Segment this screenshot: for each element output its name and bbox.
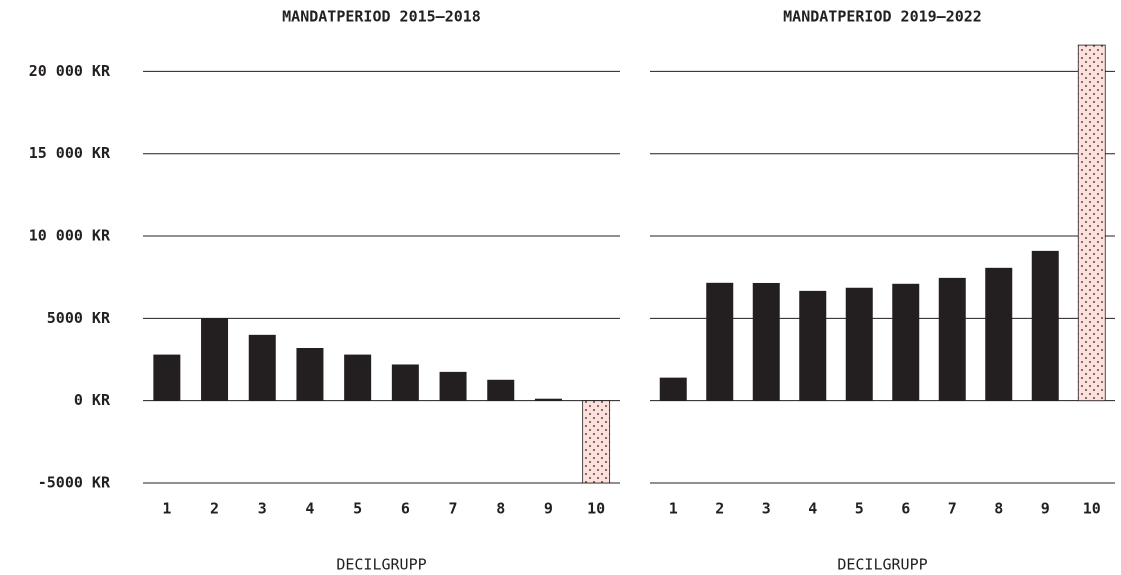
bar bbox=[892, 283, 920, 401]
x-tick-label: 8 bbox=[496, 500, 505, 518]
bar bbox=[799, 290, 827, 401]
x-tick-label: 9 bbox=[544, 500, 553, 518]
x-tick-label: 8 bbox=[994, 500, 1003, 518]
x-tick-label: 6 bbox=[901, 500, 910, 518]
bar bbox=[752, 282, 780, 401]
bar bbox=[706, 282, 734, 401]
bar bbox=[344, 354, 372, 401]
x-tick-label: 2 bbox=[210, 500, 219, 518]
chart-title: MANDATPERIOD 2019–2022 bbox=[783, 8, 982, 26]
bar bbox=[845, 287, 873, 401]
bar bbox=[248, 334, 276, 401]
bar bbox=[938, 277, 966, 401]
x-tick-label: 9 bbox=[1041, 500, 1050, 518]
bar bbox=[201, 318, 229, 401]
y-tick-label: 5000 KR bbox=[47, 309, 111, 327]
y-tick-label: 15 000 KR bbox=[29, 144, 111, 162]
x-tick-label: 6 bbox=[401, 500, 410, 518]
x-tick-label: 4 bbox=[808, 500, 817, 518]
x-axis-label: DECILGRUPP bbox=[336, 556, 426, 574]
x-tick-label: 1 bbox=[162, 500, 171, 518]
y-tick-label: -5000 KR bbox=[38, 474, 111, 492]
bar bbox=[153, 354, 181, 401]
y-tick-label: 0 KR bbox=[74, 391, 111, 409]
bar bbox=[985, 267, 1013, 401]
x-tick-label: 7 bbox=[948, 500, 957, 518]
bar bbox=[439, 371, 467, 401]
x-tick-label: 10 bbox=[1083, 500, 1101, 518]
bar bbox=[391, 364, 419, 401]
x-tick-label: 7 bbox=[449, 500, 458, 518]
bar-pattern bbox=[582, 400, 610, 483]
chart-title: MANDATPERIOD 2015–2018 bbox=[282, 8, 481, 26]
y-tick-label: 20 000 KR bbox=[29, 62, 111, 80]
bar bbox=[534, 398, 562, 401]
x-tick-label: 1 bbox=[669, 500, 678, 518]
x-axis-label: DECILGRUPP bbox=[837, 556, 927, 574]
x-tick-label: 3 bbox=[762, 500, 771, 518]
x-tick-label: 10 bbox=[587, 500, 605, 518]
x-tick-label: 4 bbox=[305, 500, 314, 518]
bar bbox=[487, 379, 515, 401]
bar bbox=[1031, 250, 1059, 401]
x-tick-label: 5 bbox=[353, 500, 362, 518]
bar bbox=[296, 348, 324, 401]
bar bbox=[659, 377, 687, 401]
x-tick-label: 2 bbox=[715, 500, 724, 518]
bar-pattern bbox=[1078, 45, 1106, 401]
x-tick-label: 3 bbox=[258, 500, 267, 518]
y-tick-label: 10 000 KR bbox=[29, 227, 111, 245]
x-tick-label: 5 bbox=[855, 500, 864, 518]
